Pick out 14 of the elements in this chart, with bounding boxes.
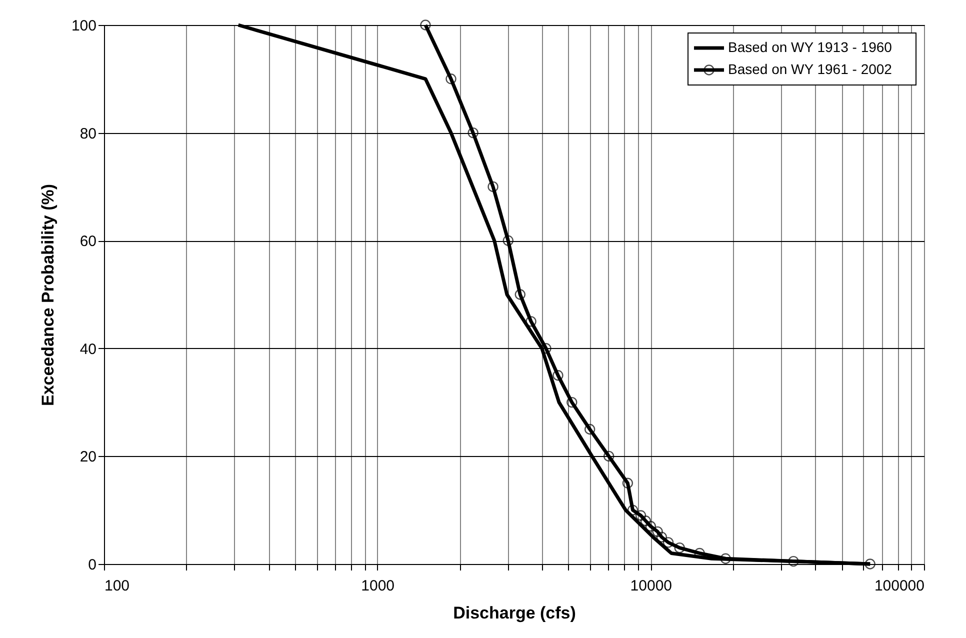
x-tick-label: 1000 [361, 578, 395, 594]
x-tick-label: 100 [104, 578, 130, 594]
x-axis-title: Discharge (cfs) [453, 604, 576, 622]
y-axis-title: Exceedance Probability (%) [38, 184, 58, 406]
x-tick-label: 10000 [630, 578, 672, 594]
y-tick-label: 0 [88, 556, 96, 574]
y-tick-label: 20 [80, 448, 96, 466]
y-tick-label: 60 [80, 233, 96, 250]
legend-label: Based on WY 1961 - 2002 [728, 61, 892, 77]
y-tick-label: 80 [80, 125, 96, 142]
y-tick-label: 40 [80, 340, 96, 358]
legend-label: Based on WY 1913 - 1960 [728, 39, 892, 55]
x-tick-label: 100000 [874, 578, 924, 594]
y-tick-label: 100 [71, 18, 96, 34]
